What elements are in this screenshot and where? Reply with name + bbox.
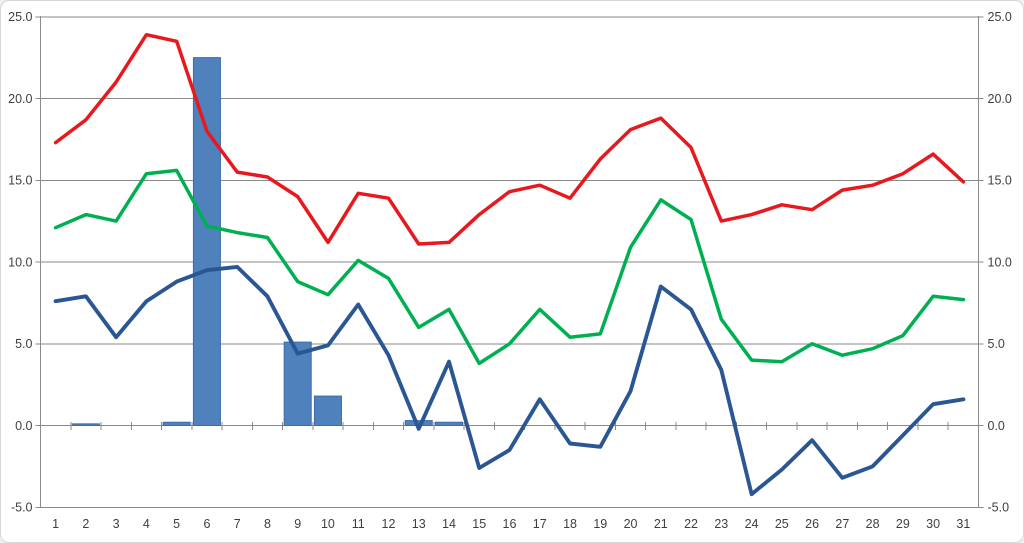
- y-axis-label-right: 25.0: [988, 10, 1012, 24]
- x-axis-label: 22: [684, 517, 698, 531]
- x-axis-label: 26: [805, 517, 819, 531]
- x-axis-label: 14: [442, 517, 456, 531]
- x-axis-label: 4: [143, 517, 150, 531]
- y-axis-label-left: 25.0: [8, 10, 32, 24]
- x-axis-label: 5: [173, 517, 180, 531]
- x-axis-label: 25: [775, 517, 789, 531]
- x-axis-label: 11: [352, 517, 365, 531]
- x-axis-label: 10: [321, 517, 335, 531]
- blue-bars-bar: [283, 341, 312, 426]
- blue-bars-bar: [162, 421, 191, 427]
- x-axis-label: 23: [714, 517, 728, 531]
- x-axis-label: 19: [593, 517, 607, 531]
- y-axis-label-left: 10.0: [8, 255, 32, 269]
- y-axis-label-left: 20.0: [8, 92, 32, 106]
- x-axis-label: 2: [82, 517, 89, 531]
- x-axis-label: 28: [866, 517, 880, 531]
- x-axis-label: 7: [234, 517, 241, 531]
- x-axis-label: 29: [896, 517, 910, 531]
- x-axis-label: 12: [382, 517, 396, 531]
- x-axis-label: 9: [294, 517, 301, 531]
- y-axis-label-right: 0.0: [988, 419, 1005, 433]
- blue-bars-bar: [71, 423, 100, 426]
- x-axis-label: 27: [835, 517, 849, 531]
- y-axis-label-right: -5.0: [988, 501, 1010, 515]
- x-axis-label: 8: [264, 517, 271, 531]
- blue-bars-bar: [434, 421, 463, 427]
- navy-line: [53, 264, 966, 497]
- y-axis-label-right: 10.0: [988, 255, 1012, 269]
- y-axis-label-left: 0.0: [15, 419, 32, 433]
- x-axis-label: 16: [503, 517, 517, 531]
- blue-bars-bar: [192, 57, 221, 426]
- x-axis-label: 17: [533, 517, 547, 531]
- x-axis-label: 6: [203, 517, 210, 531]
- x-axis-label: 3: [113, 517, 120, 531]
- x-axis-label: 1: [52, 517, 59, 531]
- red-line: [53, 32, 966, 246]
- x-axis-label: 31: [956, 517, 970, 531]
- y-axis-label-left: 15.0: [8, 174, 32, 188]
- y-axis-label-right: 20.0: [988, 92, 1012, 106]
- y-axis-label-left: 5.0: [15, 337, 32, 351]
- x-axis-label: 15: [472, 517, 486, 531]
- x-axis-label: 20: [624, 517, 638, 531]
- blue-bars-bar: [313, 395, 342, 427]
- x-axis-label: 24: [745, 517, 759, 531]
- x-axis-label: 13: [412, 517, 426, 531]
- x-axis-label: 21: [654, 517, 668, 531]
- y-axis-label-right: 5.0: [988, 337, 1005, 351]
- y-axis-label-left: -5.0: [11, 501, 33, 515]
- green-line: [53, 168, 966, 366]
- y-axis-label-right: 15.0: [988, 174, 1012, 188]
- x-axis-label: 30: [926, 517, 940, 531]
- x-axis-label: 18: [563, 517, 577, 531]
